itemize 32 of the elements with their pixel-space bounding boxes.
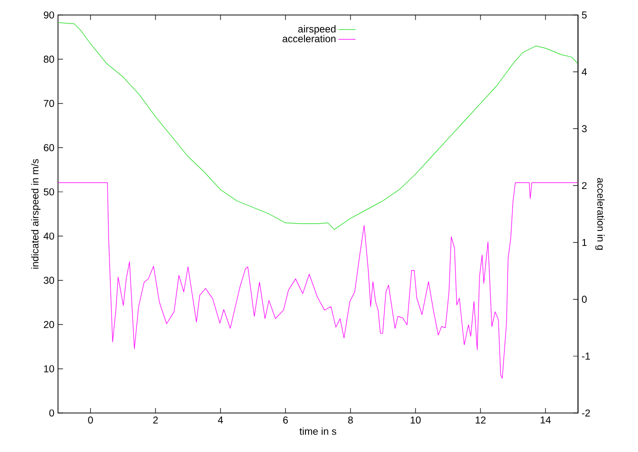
y2-tick-label: 2 (582, 182, 587, 190)
y2-axis-title: acceleration in g (595, 178, 605, 250)
x-tick-label: 4 (218, 416, 223, 424)
y2-tick-label: 1 (582, 238, 587, 246)
x-tick-label: 2 (153, 416, 158, 424)
line-series (58, 182, 578, 379)
x-tick-label: 8 (348, 416, 353, 424)
y2-tick-label: -2 (582, 410, 590, 416)
x-tick-label: 12 (476, 416, 486, 424)
y-tick-label: 40 (44, 232, 54, 240)
y2-tick-label: 0 (582, 296, 587, 303)
y-tick-label: 70 (44, 100, 54, 107)
y-tick-label: 30 (44, 276, 54, 284)
y-tick-label: 90 (44, 11, 54, 19)
y-tick-label: 50 (44, 188, 54, 196)
y2-tick-label: 4 (582, 68, 587, 76)
y-tick-label: 80 (44, 56, 54, 63)
legend-label: airspeed (298, 25, 336, 34)
y-tick-label: 0 (49, 409, 54, 417)
x-tick-label: 14 (540, 416, 551, 424)
x-axis-title: time in s (300, 427, 336, 435)
y2-tick-label: 3 (582, 125, 587, 132)
y2-tick-label: -1 (582, 352, 590, 360)
x-tick-label: 6 (283, 416, 288, 424)
y-tick-label: 10 (44, 365, 54, 372)
x-tick-label: 10 (410, 416, 421, 424)
legend-label: acceleration (282, 34, 336, 42)
y-tick-label: 60 (44, 144, 54, 152)
y2-tick-label: 5 (582, 12, 587, 18)
y-tick-label: 20 (44, 321, 54, 328)
y-axis-title: indicated airspeed in m/s (31, 159, 40, 269)
x-tick-label: 0 (88, 416, 93, 424)
